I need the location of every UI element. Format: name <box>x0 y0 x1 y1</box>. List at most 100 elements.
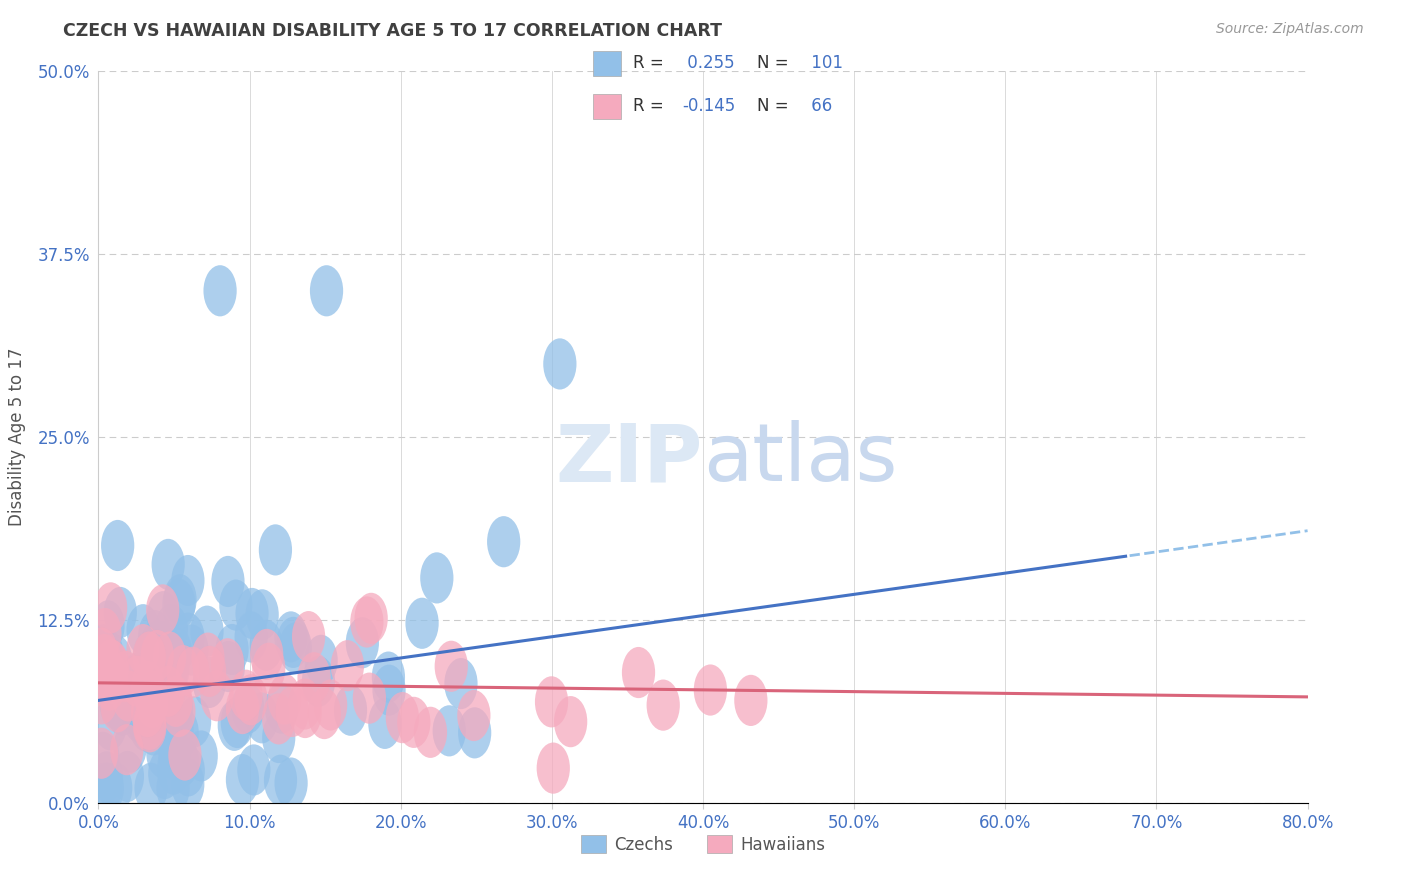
Ellipse shape <box>219 580 253 631</box>
Ellipse shape <box>162 579 195 630</box>
Ellipse shape <box>413 706 447 758</box>
Ellipse shape <box>543 338 576 390</box>
Ellipse shape <box>125 662 159 714</box>
Ellipse shape <box>354 593 388 644</box>
Ellipse shape <box>647 680 681 731</box>
Ellipse shape <box>146 584 180 635</box>
Ellipse shape <box>98 634 132 686</box>
Ellipse shape <box>179 697 211 747</box>
FancyBboxPatch shape <box>593 94 620 119</box>
Ellipse shape <box>162 686 195 737</box>
Ellipse shape <box>84 673 118 724</box>
Ellipse shape <box>136 705 170 756</box>
Ellipse shape <box>129 700 163 752</box>
Ellipse shape <box>238 744 270 796</box>
Ellipse shape <box>229 670 263 721</box>
Ellipse shape <box>134 698 166 750</box>
Ellipse shape <box>86 731 120 783</box>
Ellipse shape <box>457 690 491 741</box>
Ellipse shape <box>486 516 520 567</box>
Ellipse shape <box>134 701 166 752</box>
Text: ZIP: ZIP <box>555 420 703 498</box>
Ellipse shape <box>420 552 454 604</box>
Ellipse shape <box>231 682 264 734</box>
Ellipse shape <box>156 645 190 696</box>
Ellipse shape <box>98 763 132 814</box>
Ellipse shape <box>141 630 174 681</box>
Text: N =: N = <box>756 54 789 72</box>
Ellipse shape <box>163 574 197 625</box>
Ellipse shape <box>114 722 146 772</box>
Ellipse shape <box>120 665 153 716</box>
Text: Source: ZipAtlas.com: Source: ZipAtlas.com <box>1216 22 1364 37</box>
Ellipse shape <box>105 684 139 736</box>
Ellipse shape <box>89 608 121 659</box>
Legend: Czechs, Hawaiians: Czechs, Hawaiians <box>575 829 831 860</box>
Ellipse shape <box>259 524 292 575</box>
Ellipse shape <box>139 621 173 672</box>
Ellipse shape <box>111 751 143 802</box>
Ellipse shape <box>302 656 335 707</box>
Ellipse shape <box>176 647 209 698</box>
Ellipse shape <box>278 623 312 673</box>
Ellipse shape <box>110 724 143 775</box>
Ellipse shape <box>135 670 167 722</box>
Ellipse shape <box>371 651 405 703</box>
Ellipse shape <box>734 674 768 726</box>
Ellipse shape <box>114 670 148 722</box>
Ellipse shape <box>264 755 297 805</box>
Ellipse shape <box>127 604 160 656</box>
Ellipse shape <box>90 751 124 803</box>
Ellipse shape <box>146 622 180 673</box>
Ellipse shape <box>333 685 367 736</box>
Ellipse shape <box>458 707 491 758</box>
Text: -0.145: -0.145 <box>682 97 735 115</box>
Ellipse shape <box>132 631 166 682</box>
Ellipse shape <box>385 692 419 743</box>
Ellipse shape <box>138 682 172 733</box>
Ellipse shape <box>308 688 342 739</box>
Ellipse shape <box>110 657 143 707</box>
Ellipse shape <box>155 604 188 655</box>
Ellipse shape <box>160 704 194 756</box>
Ellipse shape <box>94 639 128 690</box>
Ellipse shape <box>235 588 269 639</box>
Ellipse shape <box>152 665 184 717</box>
Ellipse shape <box>288 679 322 730</box>
Text: CZECH VS HAWAIIAN DISABILITY AGE 5 TO 17 CORRELATION CHART: CZECH VS HAWAIIAN DISABILITY AGE 5 TO 17… <box>63 22 723 40</box>
Ellipse shape <box>212 641 245 692</box>
Ellipse shape <box>148 748 181 799</box>
Ellipse shape <box>138 610 172 661</box>
Text: 101: 101 <box>806 54 844 72</box>
Ellipse shape <box>245 692 278 743</box>
Ellipse shape <box>262 693 295 745</box>
Ellipse shape <box>135 677 169 728</box>
FancyBboxPatch shape <box>593 51 620 76</box>
Ellipse shape <box>292 611 325 662</box>
Ellipse shape <box>86 649 120 700</box>
Ellipse shape <box>190 606 224 657</box>
Ellipse shape <box>146 591 180 642</box>
Ellipse shape <box>91 763 124 814</box>
Ellipse shape <box>128 653 160 704</box>
Ellipse shape <box>309 265 343 317</box>
Ellipse shape <box>274 611 308 663</box>
Ellipse shape <box>84 627 118 679</box>
Ellipse shape <box>122 692 156 743</box>
Ellipse shape <box>264 682 298 734</box>
Ellipse shape <box>156 763 190 814</box>
Ellipse shape <box>226 683 259 734</box>
Ellipse shape <box>121 656 153 706</box>
Ellipse shape <box>90 629 124 681</box>
Ellipse shape <box>250 620 283 671</box>
Ellipse shape <box>94 582 128 633</box>
Ellipse shape <box>235 611 267 663</box>
Ellipse shape <box>204 265 236 317</box>
Ellipse shape <box>191 632 225 683</box>
Ellipse shape <box>373 665 406 715</box>
Ellipse shape <box>153 703 187 755</box>
Ellipse shape <box>166 645 200 697</box>
Ellipse shape <box>153 632 186 682</box>
Ellipse shape <box>160 682 193 733</box>
Ellipse shape <box>215 624 249 675</box>
